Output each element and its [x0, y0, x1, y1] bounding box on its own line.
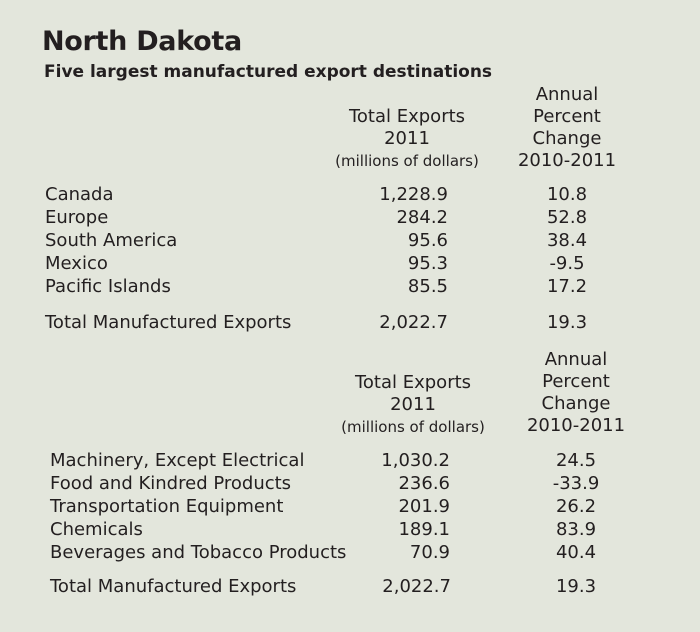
- row-change: 40.4: [555, 542, 597, 563]
- row-exports: 85.5: [407, 276, 448, 297]
- row-change: 83.9: [555, 519, 597, 540]
- header-line: (millions of dollars): [335, 152, 479, 170]
- row-change: 24.5: [555, 450, 597, 471]
- row-exports: 201.9: [398, 496, 450, 517]
- row-exports: 95.6: [407, 230, 448, 251]
- table-row: Beverages and Tobacco Products 70.9 40.4: [50, 541, 650, 565]
- row-label: Transportation Equipment: [50, 496, 284, 517]
- header-line: 2011: [390, 394, 436, 415]
- table-row: Canada 1,228.9 10.8: [45, 183, 645, 207]
- header-line: Total Exports: [354, 372, 472, 393]
- row-label: Canada: [45, 184, 114, 205]
- row-label: Pacific Islands: [45, 276, 171, 297]
- row-label: Mexico: [45, 253, 108, 274]
- table-row: South America 95.6 38.4: [45, 229, 645, 253]
- header-line: Percent: [533, 106, 601, 127]
- row-change: -33.9: [552, 473, 600, 494]
- header-line: Total Exports: [348, 106, 466, 127]
- row-change: 38.4: [546, 230, 588, 251]
- table-row: Food and Kindred Products 236.6 -33.9: [50, 472, 650, 496]
- header-line: Percent: [542, 371, 610, 392]
- table-row: Machinery, Except Electrical 1,030.2 24.…: [50, 449, 650, 473]
- table-row: Chemicals 189.1 83.9: [50, 518, 650, 542]
- row-exports: 2,022.7: [382, 576, 451, 597]
- row-label: Total Manufactured Exports: [45, 312, 292, 333]
- row-exports: 284.2: [396, 207, 448, 228]
- header-line: Change: [532, 128, 602, 149]
- row-change: 52.8: [546, 207, 588, 228]
- row-exports: 236.6: [398, 473, 450, 494]
- table1-exports-header: Total Exports 2011 (millions of dollars): [335, 106, 479, 172]
- table2-change-header: Annual Percent Change 2010-2011: [527, 349, 625, 437]
- row-label: Beverages and Tobacco Products: [50, 542, 347, 563]
- page-title: North Dakota: [42, 26, 242, 57]
- table-row: Mexico 95.3 -9.5: [45, 252, 645, 276]
- row-exports: 189.1: [398, 519, 450, 540]
- table-row: Pacific Islands 85.5 17.2: [45, 275, 645, 299]
- header-line: Annual: [535, 84, 599, 105]
- row-change: 19.3: [546, 312, 588, 333]
- table-total-row: Total Manufactured Exports 2,022.7 19.3: [50, 575, 650, 599]
- header-line: (millions of dollars): [341, 418, 485, 436]
- header-line: 2010-2011: [526, 415, 626, 436]
- header-line: 2010-2011: [517, 150, 617, 171]
- row-label: Total Manufactured Exports: [50, 576, 297, 597]
- row-change: 26.2: [555, 496, 597, 517]
- table1-change-header: Annual Percent Change 2010-2011: [518, 84, 616, 172]
- row-exports: 1,030.2: [381, 450, 450, 471]
- page-subtitle: Five largest manufactured export destina…: [44, 62, 493, 82]
- row-change: 17.2: [546, 276, 588, 297]
- row-change: 10.8: [546, 184, 588, 205]
- table-row: Transportation Equipment 201.9 26.2: [50, 495, 650, 519]
- header-line: Change: [541, 393, 611, 414]
- row-exports: 2,022.7: [379, 312, 448, 333]
- row-exports: 70.9: [409, 542, 450, 563]
- row-label: Europe: [45, 207, 109, 228]
- header-line: Annual: [544, 349, 608, 370]
- row-label: Chemicals: [50, 519, 143, 540]
- table2-exports-header: Total Exports 2011 (millions of dollars): [341, 372, 485, 438]
- table-row: Europe 284.2 52.8: [45, 206, 645, 230]
- table-total-row: Total Manufactured Exports 2,022.7 19.3: [45, 311, 645, 335]
- row-change: -9.5: [549, 253, 585, 274]
- row-label: Machinery, Except Electrical: [50, 450, 305, 471]
- header-line: 2011: [384, 128, 430, 149]
- row-change: 19.3: [555, 576, 597, 597]
- row-label: Food and Kindred Products: [50, 473, 292, 494]
- row-label: South America: [45, 230, 178, 251]
- row-exports: 95.3: [407, 253, 448, 274]
- row-exports: 1,228.9: [379, 184, 448, 205]
